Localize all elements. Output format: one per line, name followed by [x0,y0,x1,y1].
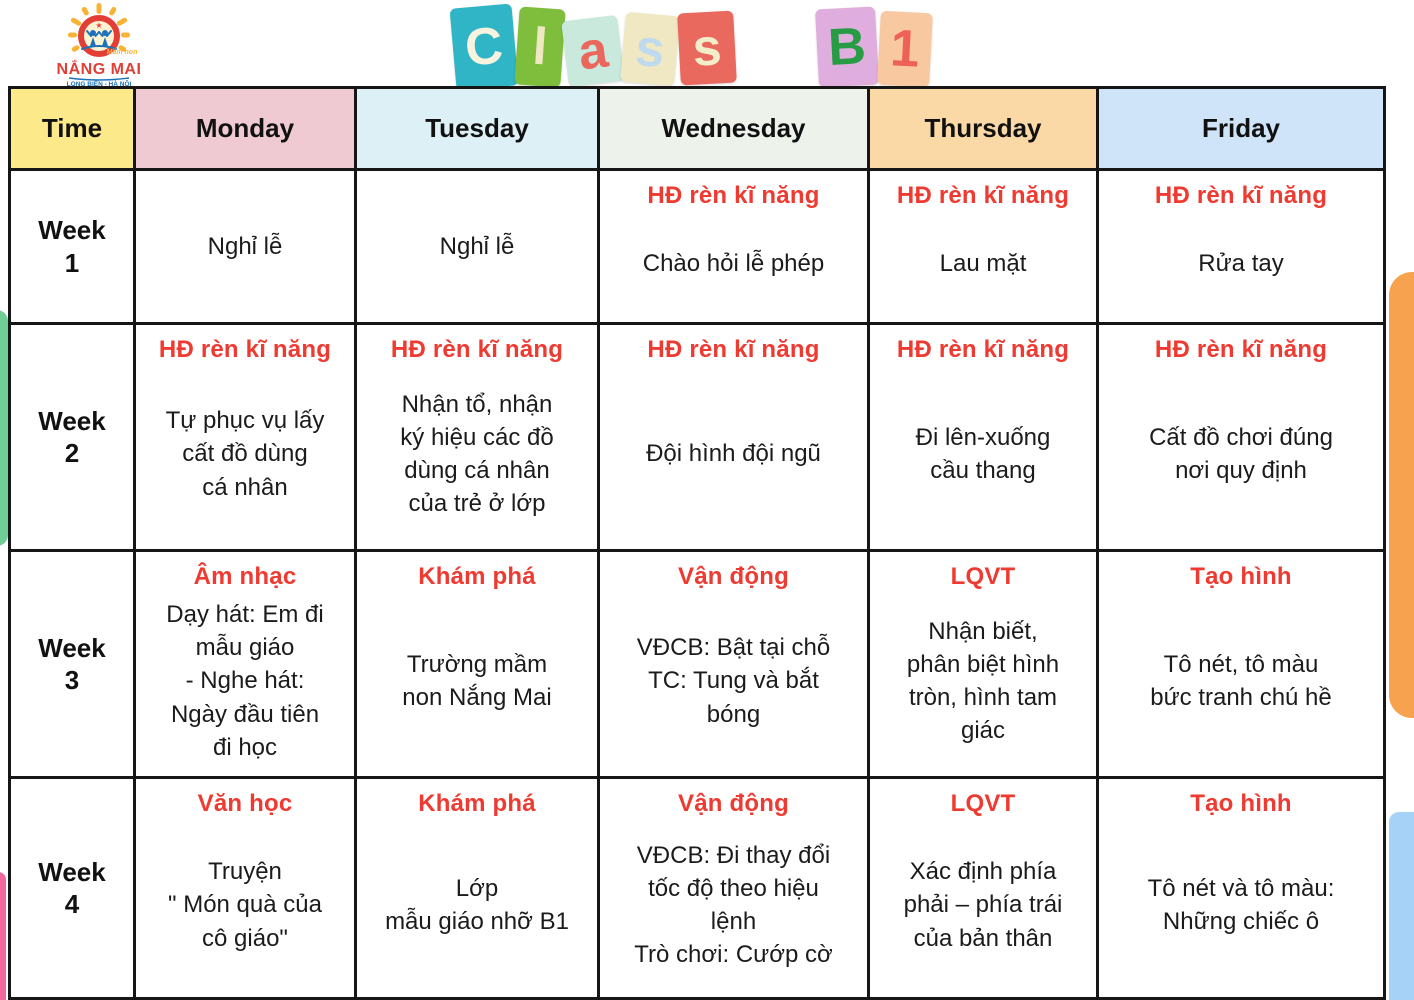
decoration-green-left [0,310,8,546]
header-wednesday: Wednesday [600,89,870,171]
cell-heading: HĐ rèn kĩ năng [158,336,332,363]
cell-heading: Tạo hình [1190,563,1292,590]
title-letter: C [449,3,519,91]
cell-body: Nghỉ lễ [207,232,283,260]
cell-body: Trường mầm non Nắng Mai [402,650,552,711]
decoration-blue-right [1389,812,1414,1000]
cell-week1-friday: HĐ rèn kĩ năng Rửa tay [1099,171,1383,325]
cell-body: Đội hình đội ngũ [646,440,821,468]
title-word-class: C l a s s [449,3,737,91]
sun-kids-logo-icon: ★ Mầm non NẮNG MAI LONG BIÊN - HÀ NỘI [57,3,142,88]
header-time: Time [11,89,136,171]
week-3-label: Week 3 [11,552,136,779]
cell-heading: HĐ rèn kĩ năng [896,182,1070,209]
cell-body: Đi lên-xuống cầu thang [915,423,1051,484]
cell-week3-tuesday: Khám phá Trường mầm non Nắng Mai [357,552,600,779]
title-letter: 1 [877,10,933,88]
decoration-orange-right [1389,272,1414,718]
logo-tagline: Mầm non [107,47,138,56]
header-tuesday: Tuesday [357,89,600,171]
header-thursday: Thursday [870,89,1099,171]
cell-body: Lớp mẫu giáo nhỡ B1 [385,874,569,935]
cell-heading: HĐ rèn kĩ năng [647,182,820,209]
week-1-label: Week 1 [11,171,136,325]
cell-body: Nhận biết, phân biệt hình tròn, hình tam… [906,617,1060,745]
title-letter: l [514,6,566,88]
cell-week2-friday: HĐ rèn kĩ năng Cất đồ chơi đúng nơi quy … [1099,325,1383,552]
cell-week3-friday: Tạo hình Tô nét, tô màu bức tranh chú hề [1099,552,1383,779]
cell-body: Rửa tay [1198,249,1284,277]
cell-body: VĐCB: Đi thay đổi tốc độ theo hiệu lệnh … [634,841,833,969]
cell-heading: LQVT [950,790,1016,817]
school-logo: ★ Mầm non NẮNG MAI LONG BIÊN - HÀ NỘI [34,2,164,88]
cell-heading: Khám phá [418,790,536,817]
cell-heading: Văn học [197,790,293,817]
cell-heading: Âm nhạc [193,563,297,590]
cell-heading: HĐ rèn kĩ năng [1154,182,1328,209]
cell-week1-tuesday: Nghỉ lễ [357,171,600,325]
cell-week3-monday: Âm nhạc Dạy hát: Em đi mẫu giáo - Nghe h… [136,552,357,779]
cell-body: Xác định phía phải – phía trái của bản t… [903,858,1063,952]
week-4-label: Week 4 [11,779,136,997]
schedule-table: Time Monday Tuesday Wednesday Thursday F… [8,86,1386,1000]
cell-heading: HĐ rèn kĩ năng [390,336,564,363]
cell-body: Chào hỏi lễ phép [642,249,825,277]
cell-body: Lau mặt [939,249,1027,277]
cell-heading: Khám phá [418,563,536,590]
cell-body: Truyện " Món quà của cô giáo" [168,858,322,952]
cell-week2-thursday: HĐ rèn kĩ năng Đi lên-xuống cầu thang [870,325,1099,552]
cell-week3-thursday: LQVT Nhận biết, phân biệt hình tròn, hìn… [870,552,1099,779]
cell-heading: Vận động [678,790,789,817]
week-2-label: Week 2 [11,325,136,552]
header-friday: Friday [1099,89,1383,171]
cell-body: Cất đồ chơi đúng nơi quy định [1149,423,1333,484]
cell-week4-friday: Tạo hình Tô nét và tô màu: Những chiếc ô [1099,779,1383,997]
cell-week3-wednesday: Vận động VĐCB: Bật tại chỗ TC: Tung và b… [600,552,870,779]
logo-subtitle: LONG BIÊN - HÀ NỘI [67,79,132,88]
cell-week4-monday: Văn học Truyện " Món quà của cô giáo" [136,779,357,997]
cell-body: Nhận tổ, nhận ký hiệu các đồ dùng cá nhâ… [400,390,554,518]
logo-name: NẮNG MAI [57,59,142,78]
title-letter: a [561,14,625,88]
header-monday: Monday [136,89,357,171]
cell-heading: Vận động [678,563,789,590]
cell-heading: HĐ rèn kĩ năng [896,336,1070,363]
cell-heading: Tạo hình [1190,790,1292,817]
cell-body: Nghỉ lễ [439,232,515,260]
cell-body: Tô nét, tô màu bức tranh chú hề [1150,650,1332,711]
title-letter: s [620,11,680,87]
cell-heading: HĐ rèn kĩ năng [1154,336,1328,363]
cell-heading: LQVT [950,563,1016,590]
cell-body: VĐCB: Bật tại chỗ TC: Tung và bắt bóng [636,634,831,728]
title-letter: s [677,10,737,86]
title-word-b1: B 1 [815,6,933,88]
page-title: C l a s s B 1 [449,3,933,91]
title-letter: B [815,6,879,88]
cell-body: Dạy hát: Em đi mẫu giáo - Nghe hát: Ngày… [166,601,324,761]
cell-week1-thursday: HĐ rèn kĩ năng Lau mặt [870,171,1099,325]
cell-week1-monday: Nghỉ lễ [136,171,357,325]
cell-week2-wednesday: HĐ rèn kĩ năng Đội hình đội ngũ [600,325,870,552]
cell-week4-wednesday: Vận động VĐCB: Đi thay đổi tốc độ theo h… [600,779,870,997]
svg-text:★: ★ [95,21,102,30]
cell-week4-tuesday: Khám phá Lớp mẫu giáo nhỡ B1 [357,779,600,997]
cell-week1-wednesday: HĐ rèn kĩ năng Chào hỏi lễ phép [600,171,870,325]
decoration-pink-left [0,872,6,1000]
cell-week4-thursday: LQVT Xác định phía phải – phía trái của … [870,779,1099,997]
cell-week2-tuesday: HĐ rèn kĩ năng Nhận tổ, nhận ký hiệu các… [357,325,600,552]
cell-heading: HĐ rèn kĩ năng [647,336,820,363]
cell-week2-monday: HĐ rèn kĩ năng Tự phục vụ lấy cất đồ dùn… [136,325,357,552]
cell-body: Tô nét và tô màu: Những chiếc ô [1147,874,1335,935]
cell-body: Tự phục vụ lấy cất đồ dùng cá nhân [165,407,325,501]
